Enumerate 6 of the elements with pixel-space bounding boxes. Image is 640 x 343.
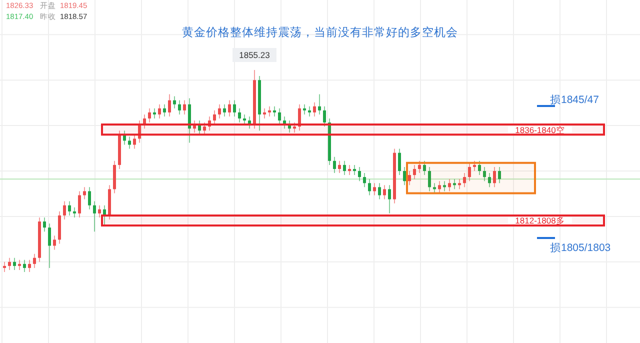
text: 损1805/1803 (550, 242, 611, 254)
text: 1855.23 (239, 50, 270, 60)
band-label: 1812-1808多 (515, 216, 565, 226)
chart-title: 黄金价格整体维持震荡，当前没有非常好的多空机会 (182, 25, 458, 39)
band-label: 1836-1840空 (515, 124, 565, 135)
text: 损1845/47 (550, 94, 600, 106)
